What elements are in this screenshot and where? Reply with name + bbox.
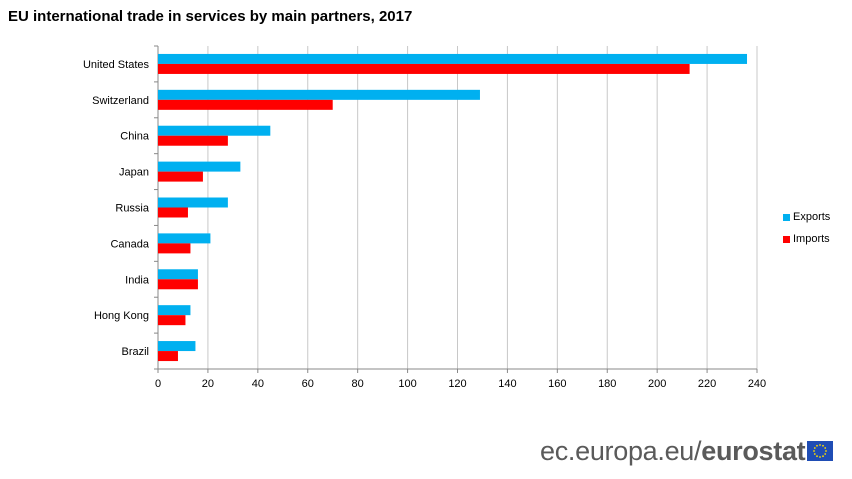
- footer-site: ec.europa.eu/: [540, 436, 702, 466]
- category-label: Russia: [115, 203, 150, 215]
- legend-swatch-imports: [783, 235, 790, 243]
- legend-swatch-exports: [783, 213, 790, 221]
- bar-exports-switzerland: [158, 89, 480, 100]
- bar-imports-canada: [158, 243, 191, 254]
- category-label: Brazil: [121, 346, 149, 358]
- x-tick-label: 20: [202, 378, 214, 390]
- x-tick-label: 240: [748, 378, 766, 390]
- bar-imports-russia: [158, 207, 188, 218]
- bar-imports-united-states: [158, 63, 690, 74]
- category-label: Hong Kong: [94, 310, 149, 322]
- x-tick-label: 40: [252, 378, 264, 390]
- x-tick-label: 120: [448, 378, 466, 390]
- legend-label-exports: Exports: [793, 211, 831, 223]
- bar-imports-japan: [158, 171, 203, 182]
- x-tick-label: 160: [548, 378, 566, 390]
- bar-exports-china: [158, 125, 271, 136]
- category-label: United States: [83, 59, 150, 71]
- x-tick-label: 0: [155, 378, 161, 390]
- bar-imports-brazil: [158, 351, 178, 362]
- x-tick-label: 180: [598, 378, 616, 390]
- category-label: Japan: [119, 167, 149, 179]
- bar-exports-japan: [158, 161, 241, 172]
- chart-legend: Exports Imports: [783, 206, 830, 250]
- x-tick-label: 220: [698, 378, 716, 390]
- bar-exports-russia: [158, 197, 228, 208]
- chart-title: EU international trade in services by ma…: [8, 8, 413, 25]
- x-tick-label: 140: [498, 378, 516, 390]
- legend-item-imports: Imports: [783, 228, 830, 250]
- bar-exports-hong-kong: [158, 305, 191, 316]
- x-tick-label: 80: [352, 378, 364, 390]
- category-label: China: [120, 131, 150, 143]
- x-tick-label: 200: [648, 378, 666, 390]
- legend-label-imports: Imports: [793, 233, 830, 245]
- bar-imports-india: [158, 279, 198, 290]
- category-label: India: [125, 274, 150, 286]
- bar-imports-switzerland: [158, 99, 333, 110]
- footer-brand: eurostat: [701, 436, 806, 466]
- x-tick-label: 60: [302, 378, 314, 390]
- bar-exports-brazil: [158, 341, 196, 352]
- bar-exports-canada: [158, 233, 211, 244]
- category-label: Canada: [110, 238, 149, 250]
- bar-exports-united-states: [158, 53, 748, 64]
- x-tick-label: 100: [398, 378, 416, 390]
- category-label: Switzerland: [92, 95, 149, 107]
- legend-item-exports: Exports: [783, 206, 830, 228]
- eu-flag-icon: [807, 441, 833, 461]
- eurostat-footer-link[interactable]: ec.europa.eu/eurostat: [540, 436, 806, 467]
- bar-exports-india: [158, 269, 198, 280]
- bar-imports-china: [158, 135, 228, 146]
- bar-imports-hong-kong: [158, 315, 186, 326]
